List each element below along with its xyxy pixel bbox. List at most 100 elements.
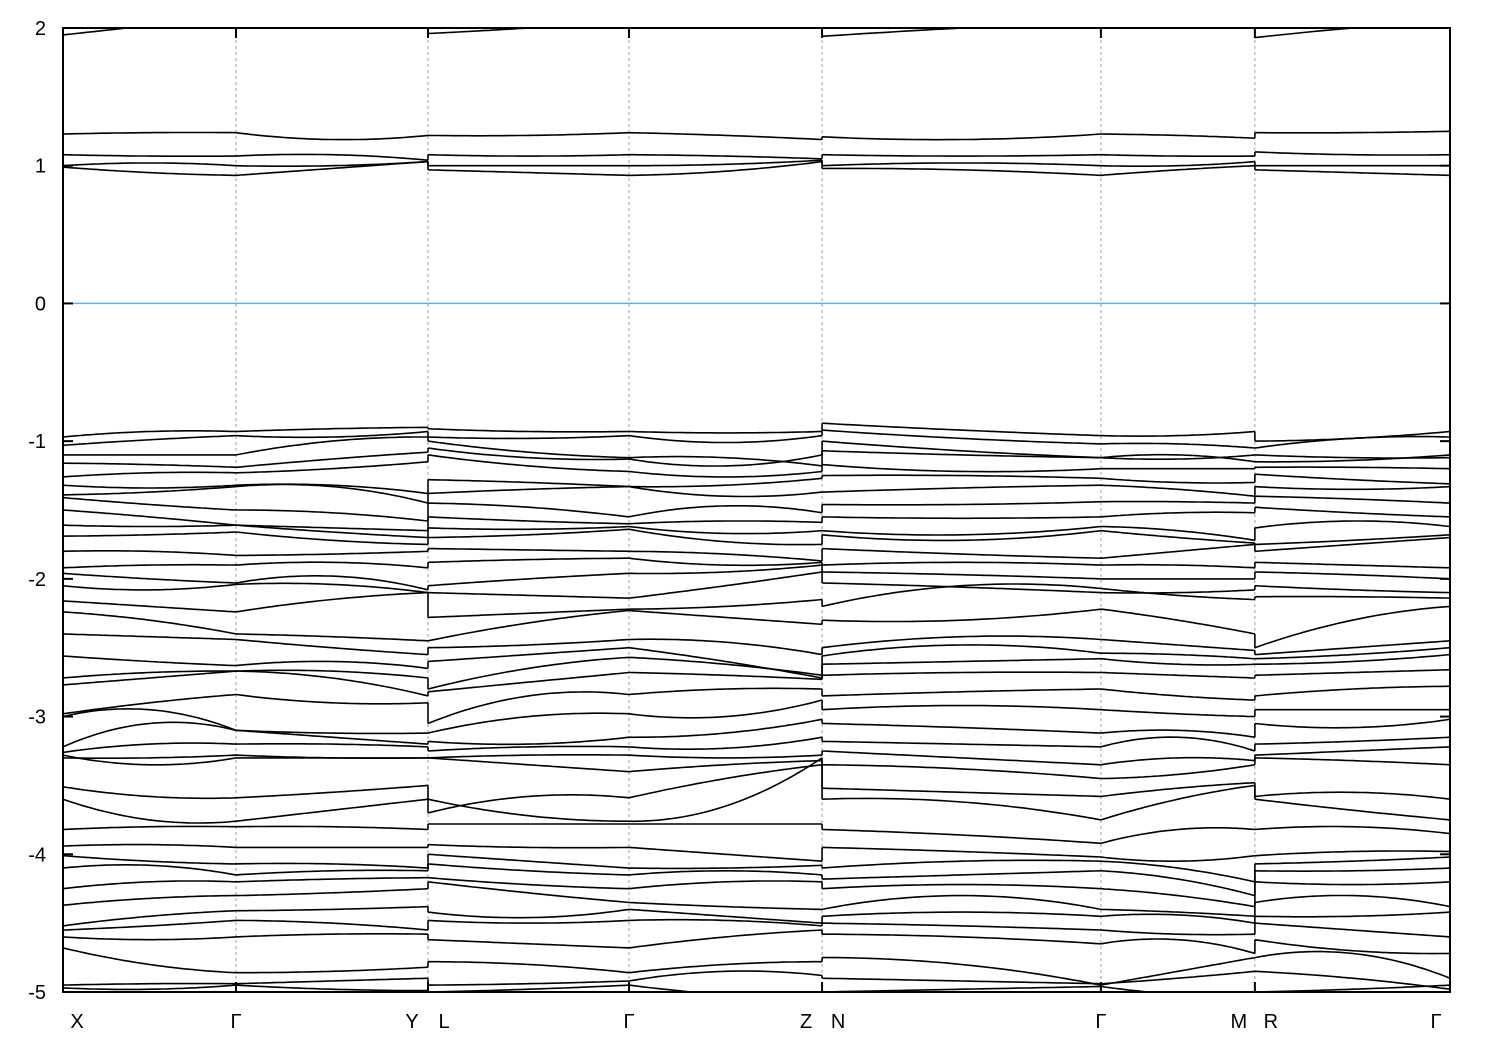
band-12-segment-0 (63, 496, 237, 511)
band-21-segment-3 (628, 609, 823, 626)
band-29-segment-6 (1254, 736, 1450, 745)
band-8-segment-2 (427, 447, 630, 461)
x-tick-label: Γ (1430, 1011, 1441, 1033)
band-26-segment-2 (427, 691, 630, 725)
band-12-segment-5 (1100, 500, 1255, 504)
band-10-segment-4 (822, 474, 1101, 480)
band-27-segment-0 (63, 707, 237, 732)
band-45-segment-6 (1254, 984, 1450, 992)
band-16-segment-3 (628, 550, 823, 562)
x-tick-label: M (1231, 1011, 1248, 1033)
band-15-segment-2 (428, 528, 630, 539)
plot-frame (62, 27, 1451, 993)
band-6-segment-4 (822, 429, 1101, 445)
band-32-segment-6 (1254, 791, 1450, 800)
band-26-segment-4 (822, 688, 1101, 697)
band-41-segment-1 (236, 919, 429, 931)
band-14-segment-3 (628, 525, 823, 535)
band-39-segment-3 (628, 901, 823, 911)
band-36-segment-1 (235, 862, 429, 869)
band-17-segment-6 (1254, 561, 1450, 569)
band-15-segment-6 (1254, 534, 1450, 546)
band-25-segment-1 (235, 670, 429, 697)
band-6-segment-2 (427, 434, 630, 440)
band-38-segment-2 (427, 876, 630, 890)
band-7-segment-2 (427, 440, 630, 459)
band-44-segment-0 (63, 982, 236, 986)
band-9-segment-2 (427, 454, 630, 473)
band-8-segment-4 (822, 450, 1101, 459)
band-11-segment-5 (1100, 484, 1255, 497)
band-7-segment-5 (1100, 454, 1255, 461)
band-12-segment-2 (427, 502, 630, 518)
band-39-segment-0 (63, 894, 236, 906)
band-44-segment-5 (1100, 970, 1255, 985)
band-37-segment-0 (63, 863, 237, 876)
band-33-segment-0 (63, 798, 237, 824)
band-32-segment-0 (63, 786, 237, 800)
band-9-segment-4 (822, 463, 1101, 473)
band-40-segment-5 (1100, 913, 1256, 924)
band-40-segment-0 (63, 909, 237, 927)
band-28-segment-1 (235, 729, 429, 745)
band-15-segment-5 (1100, 529, 1255, 544)
band-5-segment-1 (235, 426, 428, 433)
band-39-segment-4 (821, 894, 1102, 911)
band-14-segment-1 (235, 524, 429, 539)
band-17-segment-1 (235, 561, 429, 569)
band-1-segment-3 (628, 131, 823, 141)
band-38-segment-5 (1100, 887, 1256, 908)
band-22-segment-1 (235, 638, 429, 656)
band-9-segment-0 (63, 471, 237, 478)
band-36-segment-2 (427, 853, 630, 869)
band-40-segment-1 (236, 905, 429, 912)
band-7-segment-3 (628, 455, 823, 467)
band-21-segment-4 (822, 608, 1101, 623)
band-23-segment-1 (235, 660, 429, 670)
band-41-segment-5 (1100, 929, 1255, 936)
band-43-segment-4 (822, 956, 1102, 986)
band-6-segment-6 (1254, 435, 1450, 449)
band-42-segment-5 (1100, 938, 1256, 955)
band-38-segment-3 (628, 880, 823, 890)
x-tick-label: Γ (624, 1011, 635, 1033)
band-18-segment-0 (63, 572, 237, 584)
band-5-segment-2 (427, 427, 630, 433)
band-8-segment-1 (235, 451, 429, 469)
band-15-segment-0 (63, 531, 237, 537)
band-45-segment-0 (63, 984, 237, 991)
x-tick-label: Γ (1095, 1011, 1106, 1033)
band-30-segment-0 (63, 754, 237, 760)
band-45-segment-3 (628, 984, 701, 992)
band-28-segment-5 (1100, 729, 1256, 738)
band-18-segment-1 (235, 574, 429, 591)
band-27-segment-2 (427, 712, 630, 734)
band-7-segment-4 (822, 440, 1101, 459)
band-25-segment-6 (1254, 668, 1450, 677)
bands (63, 28, 1450, 992)
band-0-segment-6 (1254, 28, 1363, 39)
band-13-segment-0 (63, 509, 237, 526)
band-10-segment-5 (1100, 477, 1255, 484)
y-tick-label: 0 (35, 293, 46, 315)
band-16-segment-1 (236, 550, 429, 557)
band-1-segment-5 (1100, 133, 1255, 139)
band-41-segment-6 (1254, 922, 1450, 938)
band-1-segment-4 (822, 133, 1101, 141)
band-19-segment-6 (1254, 584, 1450, 594)
y-tick-label: 1 (35, 156, 46, 178)
band-14-segment-0 (63, 524, 237, 528)
band-44-segment-4 (822, 977, 1101, 985)
band-31-segment-0 (63, 754, 237, 766)
band-23-segment-4 (821, 644, 1101, 657)
band-12-segment-1 (236, 509, 429, 522)
band-22-segment-3 (628, 638, 823, 656)
band-36-segment-3 (629, 864, 823, 870)
band-16-segment-6 (1254, 536, 1450, 553)
band-44-segment-1 (235, 977, 429, 985)
band-18-segment-3 (628, 564, 823, 575)
band-34-segment-6 (1254, 825, 1450, 835)
band-1-segment-6 (1254, 130, 1450, 134)
band-4-segment-0 (63, 166, 237, 177)
